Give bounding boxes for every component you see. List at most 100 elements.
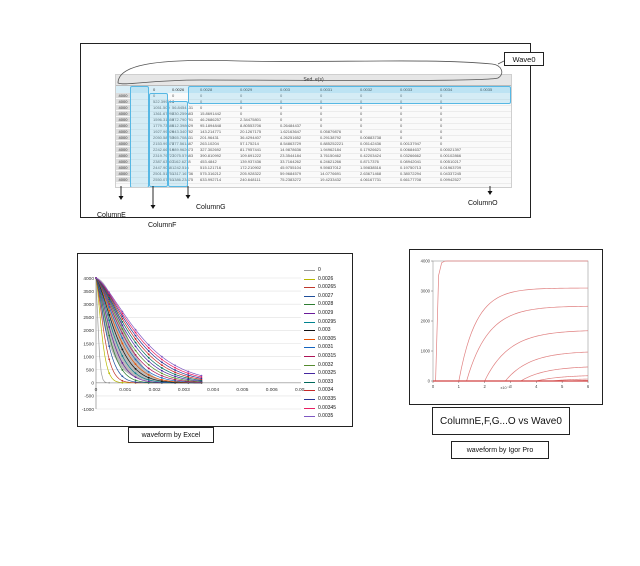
table-cell[interactable]: 0.05879876 bbox=[320, 129, 342, 134]
table-cell[interactable]: 522.399914 bbox=[153, 99, 175, 104]
table-cell[interactable]: 95.1894848 bbox=[200, 123, 222, 128]
table-cell[interactable]: 8.54863729 bbox=[280, 141, 302, 146]
table-cell[interactable]: 643.340782 bbox=[172, 129, 194, 134]
table-cell[interactable]: 1361.67299 bbox=[153, 111, 175, 116]
table-cell[interactable]: 4000 bbox=[116, 147, 130, 152]
table-cell[interactable]: 4000 bbox=[116, 93, 130, 98]
table-cell[interactable]: 0.66177708 bbox=[400, 177, 422, 182]
table-cell[interactable]: 9.59837012 bbox=[320, 165, 342, 170]
table-cell[interactable]: 0.01963709 bbox=[440, 165, 462, 170]
table-cell[interactable]: 20.1267175 bbox=[240, 129, 262, 134]
table-cell[interactable]: 0.05142436 bbox=[360, 141, 382, 146]
table-cell[interactable]: 372.790791 bbox=[172, 117, 194, 122]
table-cell[interactable]: 240.648111 bbox=[240, 177, 261, 182]
table-cell[interactable]: 4000 bbox=[116, 141, 130, 146]
table-cell[interactable]: 0 bbox=[280, 93, 283, 98]
table-cell[interactable]: 0.885252221 bbox=[320, 141, 344, 146]
table-cell[interactable]: 0 bbox=[320, 123, 323, 128]
table-cell[interactable]: 1162.6278 bbox=[172, 159, 191, 164]
table-cell[interactable]: 2387.63607 bbox=[153, 159, 175, 164]
table-cell[interactable]: 109.691222 bbox=[240, 153, 262, 158]
table-cell[interactable]: 0 bbox=[240, 99, 243, 104]
table-cell[interactable]: 0.17926621 bbox=[360, 147, 382, 152]
table-cell[interactable]: 0.00684637 bbox=[400, 147, 422, 152]
table-cell[interactable]: 1051.509 bbox=[153, 105, 170, 110]
column-header-cell[interactable]: 0.0031 bbox=[320, 87, 333, 92]
table-cell[interactable]: 0 bbox=[400, 99, 403, 104]
table-cell[interactable]: 0 bbox=[320, 117, 323, 122]
column-header-cell[interactable]: 0.003 bbox=[280, 87, 291, 92]
column-header-cell[interactable]: 0.0026 bbox=[172, 87, 185, 92]
table-cell[interactable]: 1779.73686 bbox=[153, 123, 175, 128]
table-cell[interactable]: 4000 bbox=[116, 129, 130, 134]
table-cell[interactable]: 0 bbox=[360, 93, 363, 98]
table-cell[interactable]: 0 bbox=[360, 129, 363, 134]
table-cell[interactable]: 390.810992 bbox=[200, 153, 222, 158]
table-cell[interactable]: 0 bbox=[240, 105, 243, 110]
table-cell[interactable]: 2.34475801 bbox=[240, 117, 262, 122]
table-cell[interactable]: 327.302692 bbox=[200, 147, 222, 152]
table-cell[interactable]: 0.04337245 bbox=[440, 171, 462, 176]
table-cell[interactable]: 23.3544184 bbox=[280, 153, 302, 158]
table-cell[interactable]: 2242.66216 bbox=[153, 147, 175, 152]
table-cell[interactable]: 1075.57683 bbox=[172, 153, 194, 158]
table-cell[interactable]: 8.80553706 bbox=[240, 123, 262, 128]
column-header-cell[interactable]: 0.0032 bbox=[360, 87, 373, 92]
table-cell[interactable]: 0 bbox=[200, 93, 203, 98]
table-cell[interactable]: 0.00102866 bbox=[440, 153, 462, 158]
table-cell[interactable]: 1.94962184 bbox=[320, 147, 342, 152]
table-cell[interactable]: 0 bbox=[280, 99, 283, 104]
table-cell[interactable]: 143.214771 bbox=[200, 129, 222, 134]
table-cell[interactable]: 4000 bbox=[116, 165, 130, 170]
table-cell[interactable]: 633.992714 bbox=[200, 177, 222, 182]
table-cell[interactable]: 0 bbox=[200, 99, 203, 104]
table-cell[interactable]: 1.62163647 bbox=[280, 129, 302, 134]
table-cell[interactable]: 0 bbox=[320, 111, 323, 116]
table-cell[interactable]: 4000 bbox=[116, 117, 130, 122]
table-cell[interactable]: 4000 bbox=[116, 111, 130, 116]
table-cell[interactable]: 0 bbox=[400, 111, 403, 116]
table-cell[interactable]: 0.42203424 bbox=[360, 153, 382, 158]
table-cell[interactable]: 0.8717376 bbox=[360, 159, 379, 164]
table-cell[interactable]: 4000 bbox=[116, 135, 130, 140]
column-header-cell[interactable]: 0.0028 bbox=[200, 87, 213, 92]
table-cell[interactable]: 0 bbox=[172, 93, 175, 98]
table-cell[interactable]: 0 bbox=[240, 111, 243, 116]
table-cell[interactable]: 0.26484437 bbox=[280, 123, 302, 128]
table-cell[interactable]: 0 bbox=[240, 93, 243, 98]
table-cell[interactable]: 0.00137947 bbox=[400, 141, 422, 146]
table-cell[interactable]: 0 bbox=[440, 93, 443, 98]
table-cell[interactable]: 0 bbox=[440, 99, 443, 104]
table-cell[interactable]: 0 bbox=[200, 105, 203, 110]
table-cell[interactable]: 263.10204 bbox=[200, 141, 219, 146]
table-cell[interactable]: 4000 bbox=[116, 99, 130, 104]
table-cell[interactable]: 4000 bbox=[116, 105, 130, 110]
table-cell[interactable]: 33.7164262 bbox=[280, 159, 302, 164]
table-cell[interactable]: 0.19750713 bbox=[400, 165, 422, 170]
table-cell[interactable]: 3.76150462 bbox=[320, 153, 342, 158]
table-cell[interactable]: 201.96431 bbox=[200, 135, 219, 140]
table-cell[interactable]: 0 bbox=[360, 117, 363, 122]
table-cell[interactable]: 14.0776691 bbox=[320, 171, 342, 176]
table-cell[interactable]: 4.26251652 bbox=[280, 135, 302, 140]
table-cell[interactable]: 2050.58755 bbox=[153, 135, 175, 140]
column-header-cell[interactable]: 0.0035 bbox=[480, 87, 493, 92]
table-cell[interactable]: 0.08942041 bbox=[400, 159, 422, 164]
table-cell[interactable]: 2550.07761 bbox=[153, 177, 175, 182]
table-cell[interactable]: 36.4294407 bbox=[240, 135, 262, 140]
table-cell[interactable]: 45.9755104 bbox=[280, 165, 302, 170]
table-cell[interactable]: 1927.99929 bbox=[153, 129, 175, 134]
table-cell[interactable]: 0 bbox=[280, 111, 283, 116]
table-cell[interactable]: 0 bbox=[320, 105, 323, 110]
table-cell[interactable]: 15.8691442 bbox=[200, 111, 222, 116]
table-cell[interactable]: 4000 bbox=[116, 123, 130, 128]
column-header-cell[interactable]: 0.0029 bbox=[240, 87, 253, 92]
table-cell[interactable]: 0.38072294 bbox=[400, 171, 422, 176]
table-cell[interactable]: 75.2383272 bbox=[280, 177, 302, 182]
table-cell[interactable]: 0 bbox=[280, 117, 283, 122]
table-cell[interactable]: 0.00883738 bbox=[360, 135, 382, 140]
table-cell[interactable]: 2447.9088 bbox=[153, 165, 172, 170]
table-cell[interactable]: 0 bbox=[440, 129, 443, 134]
table-cell[interactable]: 1242.516 bbox=[172, 165, 189, 170]
table-cell[interactable]: 0 bbox=[320, 99, 323, 104]
